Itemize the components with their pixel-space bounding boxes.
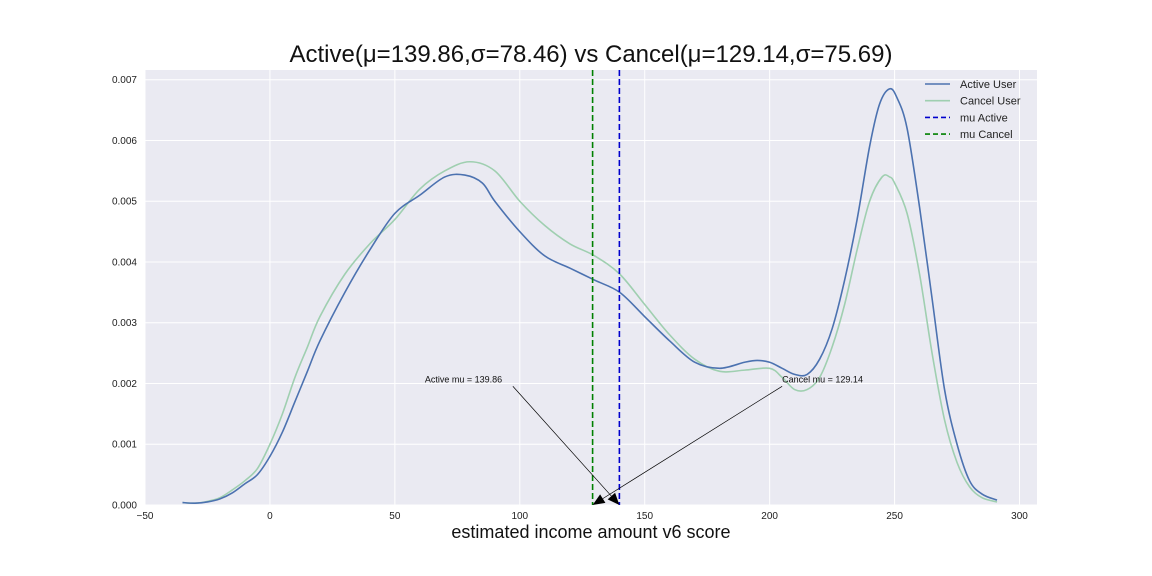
legend-label: mu Cancel [960,129,1013,141]
annotation-arrow-head [607,492,620,505]
legend-label: mu Active [960,112,1008,124]
annotation-arrow-line [512,386,612,497]
annotation-label: Cancel mu = 129.14 [782,374,863,384]
x-tick-label: 0 [267,511,273,522]
plot-area-background [145,70,1037,505]
y-tick-label: 0.002 [112,379,137,390]
x-tick-label: −50 [137,511,154,522]
y-tick-label: 0.001 [112,440,137,451]
legend-label: Cancel User [960,96,1021,108]
y-tick-label: 0.007 [112,75,137,86]
x-tick-label: 200 [761,511,778,522]
y-tick-labels: 0.000 0.001 0.002 0.003 0.004 0.005 0.006 0.007 [112,75,137,511]
y-tick-label: 0.004 [112,257,137,268]
series-line-cancel-user [182,160,998,505]
annotation-arrow-line [602,385,783,499]
legend: Active User Cancel User mu Active mu Cancel [925,79,1021,141]
x-tick-label: 100 [511,511,528,522]
x-tick-label: 50 [389,511,401,522]
y-tick-label: 0.005 [112,197,137,208]
y-tick-label: 0.000 [112,501,137,512]
x-tick-label: 150 [636,511,653,522]
y-tick-label: 0.003 [112,318,137,329]
annotation-arrow-head [592,494,606,505]
x-tick-label: 300 [1011,511,1028,522]
chart-title: Active(μ=139.86,σ=78.46) vs Cancel(μ=129… [290,41,893,68]
grid-lines [144,70,1037,506]
x-tick-label: 250 [886,511,903,522]
mean-lines [591,70,621,505]
x-tick-labels: −50 0 50 100 150 200 250 300 [137,511,1029,522]
series-line-active-user [182,87,998,504]
series-layer [182,87,998,505]
x-axis-label: estimated income amount v6 score [451,522,730,542]
annotations: Active mu = 139.86 Cancel mu = 129.14 [425,374,863,505]
annotation-label: Active mu = 139.86 [425,374,502,384]
legend-label: Active User [960,79,1017,91]
y-tick-label: 0.006 [112,136,137,147]
